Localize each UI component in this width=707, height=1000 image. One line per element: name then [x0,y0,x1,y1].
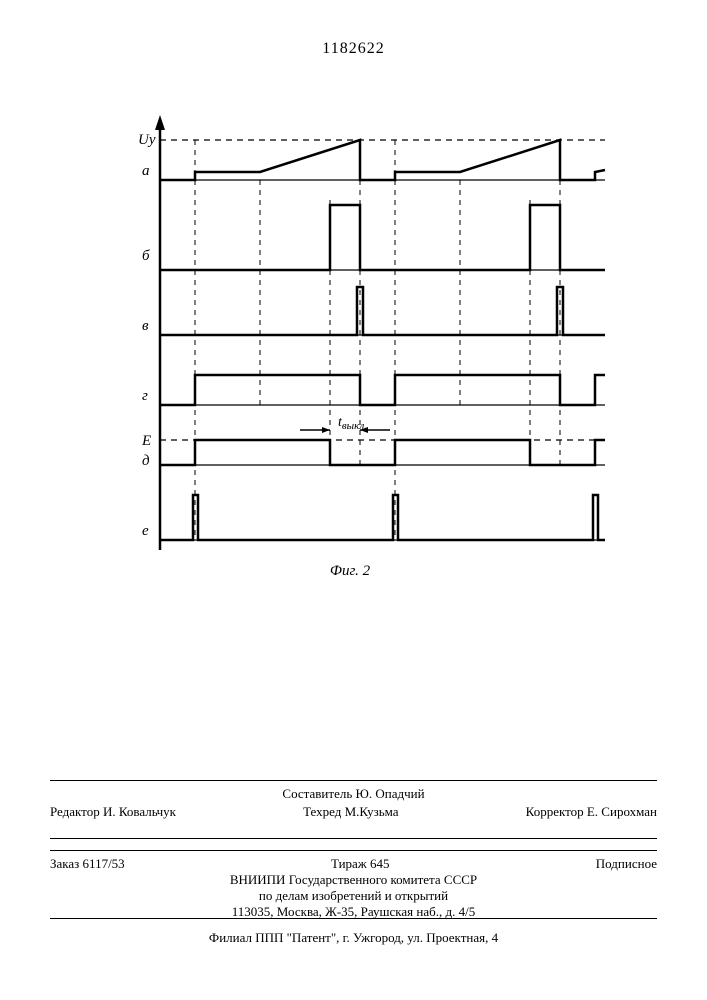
vertical-guides [195,140,560,540]
footer-techred: Техред М.Кузьма [303,803,398,821]
footer-compiler: Составитель Ю. Опадчий [50,785,657,803]
waveform-a [160,140,605,180]
footer-order: Заказ 6117/53 [50,855,125,873]
patent-number: 1182622 [0,40,707,58]
footer-order-row: Заказ 6117/53 Тираж 645 Подписное [50,855,657,873]
footer-rule-4 [50,918,657,919]
label-E: E [141,433,151,449]
waveform-v [160,287,605,335]
footer-subscription: Подписное [596,855,657,873]
label-d: д [142,453,150,469]
footer-filial: Филиал ППП "Патент", г. Ужгород, ул. Про… [50,930,657,946]
footer-names-block: Составитель Ю. Опадчий Редактор И. Ковал… [50,785,657,821]
waveform-b [160,205,605,270]
waveform-g [160,375,605,405]
footer-org-line1: ВНИИПИ Государственного комитета СССР [230,872,477,887]
y-axis-arrowhead [155,115,165,130]
footer-corrector: Корректор Е. Сирохман [526,803,657,821]
label-v: в [142,318,149,334]
timing-diagram-figure: tвыкл. Uy a б в г E д е Фиг. 2 [90,100,610,600]
waveform-e [160,495,605,540]
page: 1182622 [0,0,707,1000]
timing-diagram-svg: tвыкл. Uy a б в г E д е Фиг. 2 [90,100,610,600]
footer-editor: Редактор И. Ковальчук [50,803,176,821]
label-g: г [142,388,148,404]
footer-rule-2 [50,838,657,839]
footer-tirazh: Тираж 645 [331,855,390,873]
footer-address: 113035, Москва, Ж-35, Раушская наб., д. … [232,904,475,919]
footer-rule-1 [50,780,657,781]
footer-organization: ВНИИПИ Государственного комитета СССР по… [50,872,657,920]
label-a: a [142,163,150,179]
footer-org-line2: по делам изобретений и открытий [259,888,448,903]
label-e: е [142,523,149,539]
figure-caption: Фиг. 2 [330,563,371,579]
waveform-d [160,440,605,465]
label-Uy: Uy [138,132,156,148]
label-b: б [142,248,150,264]
footer-rule-3 [50,850,657,851]
t-label: tвыкл. [338,415,367,432]
